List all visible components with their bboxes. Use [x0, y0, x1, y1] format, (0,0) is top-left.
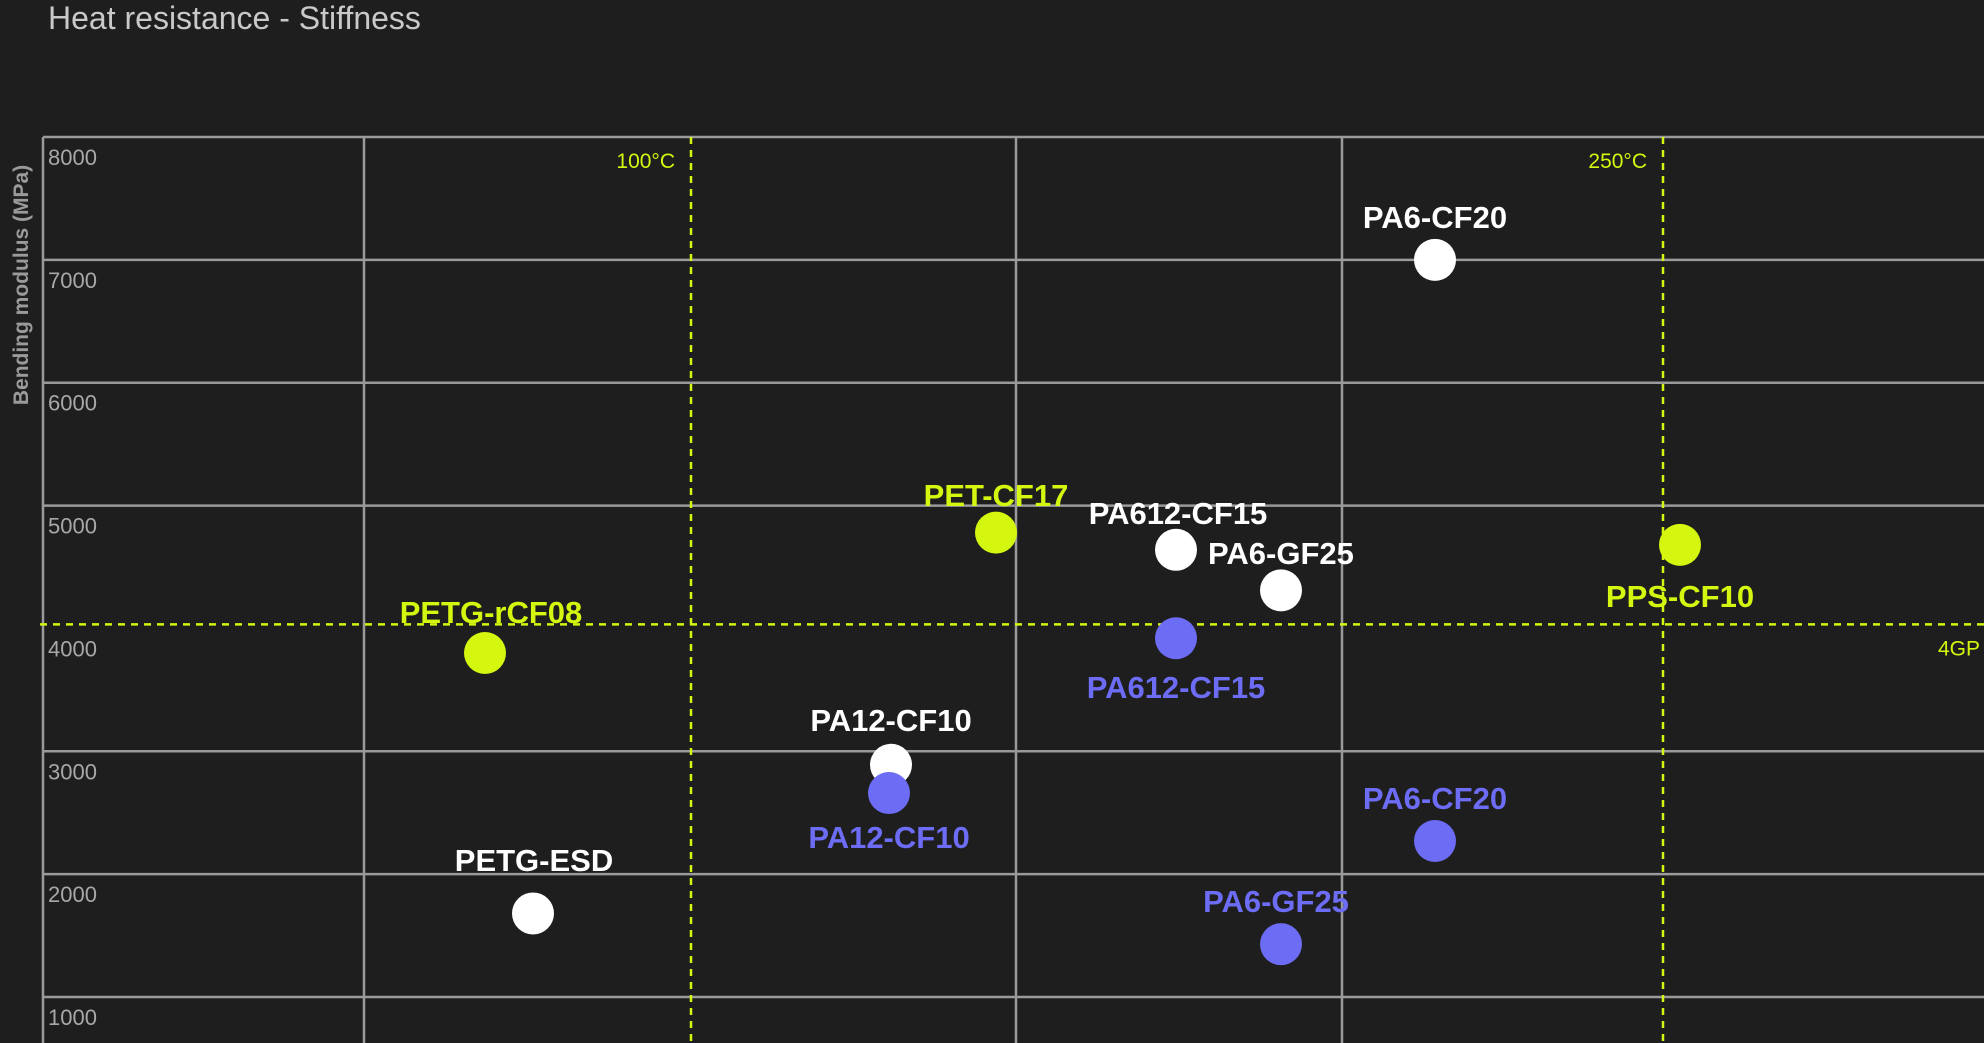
data-point-label: PA6-CF20 — [1363, 200, 1507, 235]
data-point-blue — [1414, 819, 1456, 862]
y-axis-label: Bending modulus (MPa) — [10, 165, 33, 405]
reference-line-label: 4GP — [1938, 637, 1980, 660]
y-tick-label: 6000 — [48, 391, 97, 416]
data-point-label: PA6-GF25 — [1203, 884, 1349, 919]
y-tick-label: 5000 — [48, 514, 97, 539]
y-tick-label: 2000 — [48, 882, 97, 907]
reference-line-label: 250°C — [1588, 150, 1647, 173]
reference-line-label: 100°C — [616, 150, 675, 173]
data-point-white — [1155, 528, 1197, 571]
data-point-label: PA6-GF25 — [1208, 536, 1354, 571]
data-point-label: PA612-CF15 — [1087, 670, 1266, 705]
chart-title: Heat resistance - Stiffness — [48, 0, 421, 36]
y-tick-label: 4000 — [48, 636, 97, 661]
data-point-white — [512, 892, 554, 935]
data-point-blue — [1260, 923, 1302, 966]
data-point-label: PA12-CF10 — [808, 820, 969, 855]
data-point-label: PETG-ESD — [455, 843, 613, 878]
data-point-blue — [1155, 617, 1197, 660]
data-point-yellow — [1659, 523, 1701, 566]
data-point-label: PA6-CF20 — [1363, 781, 1507, 816]
y-tick-label: 7000 — [48, 268, 97, 293]
y-tick-label: 8000 — [48, 145, 97, 170]
data-point-label: PET-CF17 — [924, 478, 1069, 513]
data-point-label: PA612-CF15 — [1089, 496, 1268, 531]
data-point-yellow — [975, 511, 1017, 554]
data-point-label: PETG-rCF08 — [400, 595, 583, 630]
data-point-label: PA12-CF10 — [810, 703, 971, 738]
y-tick-label: 3000 — [48, 759, 97, 784]
data-point-white — [1414, 238, 1456, 281]
data-point-yellow — [464, 632, 506, 674]
data-point-label: PPS-CF10 — [1606, 579, 1754, 614]
y-tick-label: 1000 — [48, 1005, 97, 1030]
data-point-white — [1260, 569, 1302, 612]
data-point-blue — [868, 772, 910, 815]
